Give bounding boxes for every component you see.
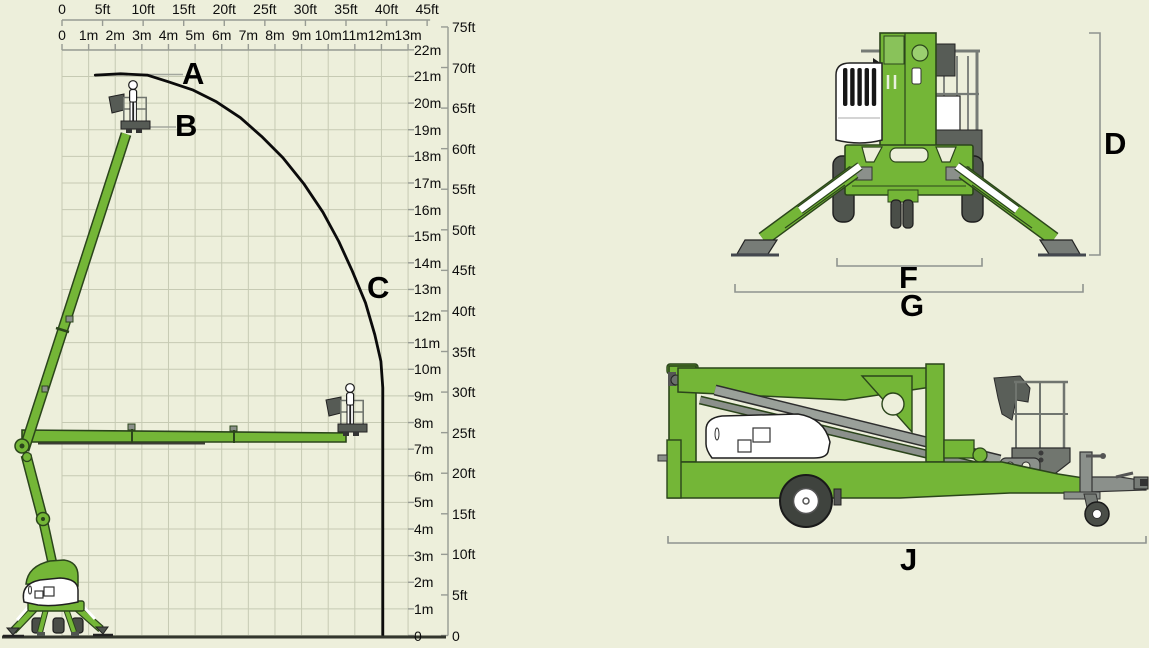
x-axis-feet-label: 35ft bbox=[334, 1, 358, 17]
y-axis-feet-label: 25ft bbox=[452, 424, 476, 441]
x-axis-meters-label: 6m bbox=[211, 27, 232, 43]
working-envelope-curve bbox=[93, 72, 385, 637]
dimension-bracket-j bbox=[667, 536, 1147, 544]
y-axis-meters-label: 21m bbox=[414, 68, 442, 85]
marker-g: G bbox=[900, 288, 925, 323]
x-axis-meters-label: 12m bbox=[367, 27, 396, 43]
y-axis-feet-label: 45ft bbox=[452, 262, 476, 279]
y-axis-feet-label: 65ft bbox=[452, 100, 476, 117]
y-axis-meters-label: 2m bbox=[414, 574, 434, 591]
x-axis-feet-label: 15ft bbox=[172, 1, 196, 17]
y-axis-feet-label: 30ft bbox=[452, 384, 476, 401]
y-axis-feet-label: 55ft bbox=[452, 181, 476, 198]
boom-lift-transport-view bbox=[657, 363, 1149, 544]
boom-lift-rear-view bbox=[731, 32, 1101, 293]
x-axis-meters-label: 8m bbox=[265, 27, 285, 43]
marker-d: D bbox=[1104, 126, 1127, 161]
y-axis-meters-label: 22m bbox=[414, 41, 442, 58]
x-axis-feet-label: 20ft bbox=[212, 1, 236, 17]
x-axis-meters-label: 10m bbox=[314, 27, 342, 43]
y-axis-feet-label: 0 bbox=[452, 627, 460, 644]
y-axis-feet-label: 5ft bbox=[452, 586, 468, 603]
y-axis-meters-label: 18m bbox=[414, 148, 442, 165]
y-axis-meters-label: 7m bbox=[414, 441, 434, 458]
x-axis-feet-label: 5ft bbox=[94, 1, 111, 17]
y-axis-meters-label: 0 bbox=[414, 627, 422, 644]
y-axis-meters-label: 12m bbox=[414, 308, 442, 325]
y-axis-meters-label: 9m bbox=[414, 387, 434, 404]
y-axis-meters-label: 4m bbox=[414, 521, 434, 538]
y-axis-meters-label: 10m bbox=[414, 361, 442, 378]
marker-a: A bbox=[182, 56, 205, 91]
y-axis-feet-label: 60ft bbox=[452, 140, 476, 157]
y-axis-meters-label: 5m bbox=[414, 494, 434, 511]
x-axis-meters-label: 1m bbox=[78, 27, 99, 43]
y-axis-meters-label: 17m bbox=[414, 174, 442, 191]
x-axis-meters-label: 9m bbox=[291, 27, 312, 43]
y-axis-meters-label: 16m bbox=[414, 201, 442, 218]
x-axis-meters-label: 3m bbox=[132, 27, 152, 43]
dimension-bracket-d bbox=[1089, 32, 1101, 256]
x-axis-feet-label: 30ft bbox=[293, 1, 318, 17]
x-axis-meters-label: 11m bbox=[341, 27, 368, 43]
y-axis-feet-label: 70ft bbox=[452, 59, 476, 76]
y-axis-feet-label: 50ft bbox=[452, 221, 476, 238]
y-axis-feet-label: 15ft bbox=[452, 505, 476, 522]
y-axis-meters-label: 19m bbox=[414, 121, 442, 138]
y-axis-feet-label: 35ft bbox=[452, 343, 476, 360]
y-axis-feet-label: 10ft bbox=[452, 546, 476, 563]
x-axis-meters-label: 0 bbox=[58, 27, 66, 43]
marker-f: F bbox=[899, 260, 918, 295]
boom-lift-deployed-side-view bbox=[3, 79, 368, 638]
x-axis-feet-label: 45ft bbox=[415, 1, 439, 17]
basket-outreach-position bbox=[325, 382, 368, 437]
marker-j: J bbox=[900, 542, 918, 577]
y-axis-meters-label: 8m bbox=[414, 414, 434, 431]
chart-grid-layer bbox=[61, 19, 449, 637]
x-axis-feet-label: 0 bbox=[58, 1, 66, 17]
y-axis-meters-label: 3m bbox=[414, 547, 434, 564]
dimension-bracket-f bbox=[836, 258, 983, 267]
y-axis-feet-label: 20ft bbox=[452, 465, 476, 482]
y-axis-meters-label: 14m bbox=[414, 254, 442, 271]
x-axis-meters-label: 2m bbox=[105, 27, 125, 43]
x-axis-feet-label: 10ft bbox=[131, 1, 155, 17]
y-axis-meters-label: 20m bbox=[414, 95, 442, 112]
x-axis-meters-label: 13m bbox=[394, 27, 422, 43]
y-axis-meters-label: 1m bbox=[414, 600, 434, 617]
marker-b: B bbox=[175, 108, 198, 143]
y-axis-feet-label: 40ft bbox=[452, 302, 476, 319]
x-axis-feet-label: 40ft bbox=[374, 1, 399, 17]
y-axis-meters-label: 13m bbox=[414, 281, 442, 298]
dimension-bracket-g bbox=[734, 284, 1084, 293]
y-axis-meters-label: 15m bbox=[414, 228, 442, 245]
x-axis-feet-label: 25ft bbox=[253, 1, 277, 17]
working-envelope-layer bbox=[93, 72, 385, 637]
marker-c: C bbox=[367, 270, 390, 305]
x-axis-meters-label: 4m bbox=[158, 27, 179, 43]
y-axis-feet-label: 75ft bbox=[452, 18, 476, 35]
x-axis-meters-label: 5m bbox=[185, 27, 205, 43]
x-axis-meters-label: 7m bbox=[238, 27, 259, 43]
y-axis-meters-label: 11m bbox=[414, 334, 441, 351]
y-axis-meters-label: 6m bbox=[414, 467, 434, 484]
